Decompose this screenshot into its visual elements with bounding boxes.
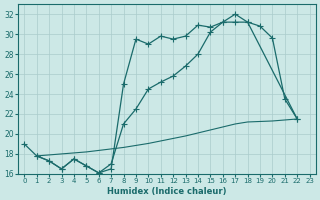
X-axis label: Humidex (Indice chaleur): Humidex (Indice chaleur) bbox=[107, 187, 227, 196]
